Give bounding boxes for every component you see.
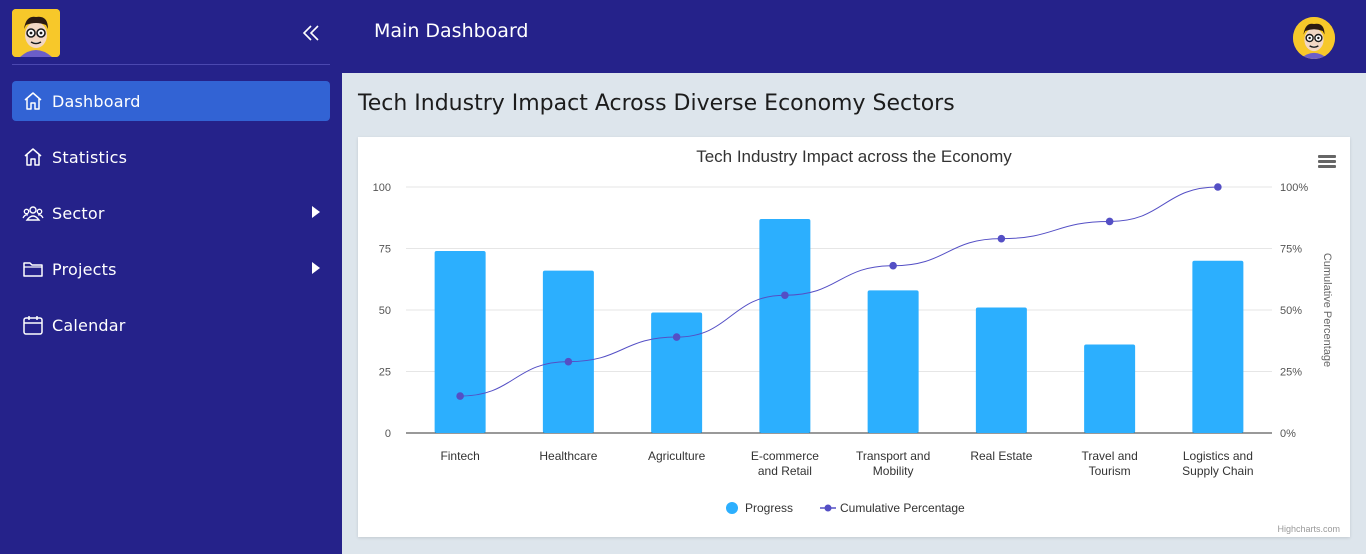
collapse-sidebar-icon[interactable] — [300, 22, 322, 44]
y-right-tick-label: 25% — [1280, 367, 1302, 379]
home-icon — [22, 146, 44, 168]
sidebar-item-calendar[interactable]: Calendar — [12, 305, 330, 345]
page-title: Tech Industry Impact Across Diverse Econ… — [358, 91, 955, 116]
y-tick-label: 100 — [373, 182, 391, 194]
line-point — [1214, 183, 1222, 191]
bar — [542, 270, 594, 433]
legend-symbol-progress — [726, 502, 738, 514]
y-right-tick-label: 0% — [1280, 428, 1296, 440]
chart-menu-icon[interactable] — [1318, 155, 1336, 169]
top-header: Main Dashboard — [342, 0, 1366, 73]
caret-right-icon — [312, 262, 320, 274]
x-tick-label: Agriculture — [648, 449, 706, 463]
sidebar-item-projects[interactable]: Projects — [12, 249, 330, 289]
line-point — [1105, 217, 1114, 226]
y-tick-label: 25 — [379, 367, 391, 379]
x-tick-label: Logistics and Supply Chain — [1182, 449, 1253, 478]
sidebar-item-label: Calendar — [52, 315, 126, 335]
x-tick-label: E-commerce and Retail — [751, 449, 819, 478]
bar — [1192, 260, 1244, 433]
x-tick-label: Healthcare — [539, 449, 597, 463]
sidebar-item-dashboard[interactable]: Dashboard — [12, 81, 330, 121]
sidebar-item-label: Projects — [52, 259, 117, 279]
bar — [651, 312, 703, 433]
sidebar-item-label: Sector — [52, 203, 105, 223]
caret-right-icon — [312, 206, 320, 218]
home-icon — [22, 90, 44, 112]
y-right-tick-label: 75% — [1280, 244, 1302, 256]
legend-label-progress: Progress — [745, 501, 793, 515]
sidebar-nav: Dashboard Statistics Sector Projects — [12, 81, 330, 361]
folder-icon — [22, 258, 44, 280]
logo-avatar-icon — [12, 9, 60, 57]
x-tick-label: Real Estate — [970, 449, 1032, 463]
y-right-tick-label: 50% — [1280, 305, 1302, 317]
header-title: Main Dashboard — [374, 20, 529, 42]
legend-label-cumulative: Cumulative Percentage — [840, 501, 965, 515]
chart: Tech Industry Impact across the Economy 0… — [373, 147, 1340, 534]
line-point — [672, 333, 681, 341]
sidebar: Dashboard Statistics Sector Projects — [0, 0, 342, 554]
sidebar-item-label: Dashboard — [52, 91, 141, 111]
logo — [12, 9, 60, 57]
cumulative-line — [460, 186, 1218, 397]
bar — [759, 218, 811, 433]
bar — [434, 250, 486, 433]
y-right-axis-title: Cumulative Percentage — [1321, 253, 1333, 367]
chart-credits: Highcharts.com — [1277, 524, 1340, 534]
calendar-icon — [22, 314, 44, 336]
x-tick-label: Travel and Tourism — [1082, 449, 1138, 478]
y-tick-label: 50 — [379, 305, 391, 317]
chart-title: Tech Industry Impact across the Economy — [696, 147, 1012, 166]
x-tick-label: Transport and Mobility — [856, 449, 930, 478]
user-avatar[interactable] — [1293, 17, 1335, 59]
line-point — [997, 234, 1006, 243]
sidebar-item-statistics[interactable]: Statistics — [12, 137, 330, 177]
bar — [867, 290, 919, 433]
x-tick-label: Fintech — [440, 449, 479, 463]
line-point — [781, 291, 789, 300]
line-point — [889, 261, 897, 270]
legend-symbol-cumulative — [824, 504, 832, 512]
sidebar-item-label: Statistics — [52, 147, 128, 167]
users-icon — [22, 202, 44, 224]
bar — [1084, 344, 1136, 433]
bar — [975, 307, 1027, 433]
line-point — [564, 357, 573, 366]
sidebar-item-sector[interactable]: Sector — [12, 193, 330, 233]
line-point — [456, 392, 464, 400]
y-tick-label: 75 — [379, 244, 391, 256]
y-tick-label: 0 — [385, 428, 391, 440]
sidebar-divider — [12, 64, 330, 65]
y-right-tick-label: 100% — [1280, 182, 1308, 194]
chart-card: Tech Industry Impact across the Economy 0… — [358, 137, 1350, 537]
avatar-icon — [1293, 17, 1335, 59]
